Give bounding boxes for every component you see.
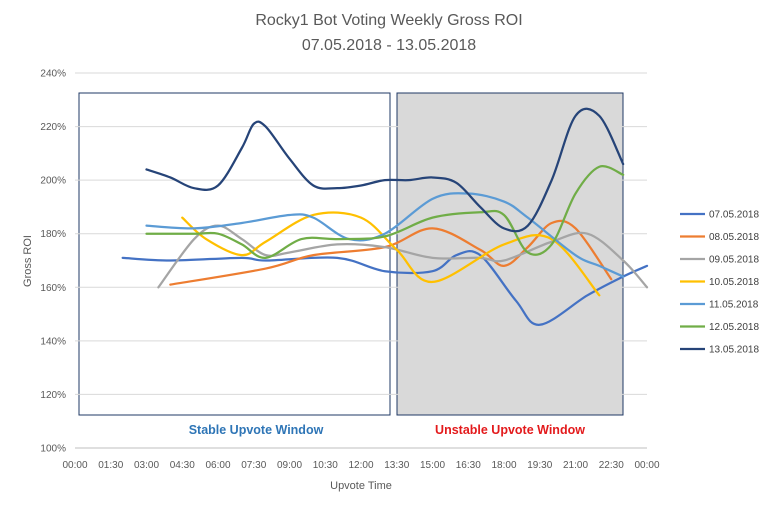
series-lines (121, 107, 649, 326)
x-tick-label: 00:00 (62, 460, 87, 471)
legend-item: 11.05.2018 (680, 300, 759, 311)
series-line-11.05.2018 (145, 192, 625, 278)
series-line-09.05.2018 (157, 224, 649, 289)
legend-label: 13.05.2018 (709, 345, 759, 356)
window-label-unstable: Unstable Upvote Window (435, 423, 585, 437)
legend-item: 12.05.2018 (680, 322, 759, 333)
legend-label: 08.05.2018 (709, 232, 759, 243)
x-tick-label: 01:30 (98, 460, 123, 471)
x-axis-title: Upvote Time (330, 480, 392, 492)
window-box-unstable (396, 92, 624, 416)
x-tick-label: 03:00 (134, 460, 159, 471)
window-label-stable: Stable Upvote Window (189, 423, 324, 437)
series-line-07.05.2018 (121, 249, 649, 326)
x-tick-label: 12:00 (348, 460, 373, 471)
window-box-stable (78, 92, 391, 416)
legend-item: 07.05.2018 (680, 210, 759, 221)
y-tick-label: 120% (40, 390, 66, 401)
y-tick-label: 200% (40, 176, 66, 187)
x-tick-label: 13:30 (384, 460, 409, 471)
x-tick-label: 21:00 (563, 460, 588, 471)
legend-label: 09.05.2018 (709, 255, 759, 266)
series-line-10.05.2018 (181, 211, 601, 297)
y-tick-label: 180% (40, 229, 66, 240)
x-tick-labels: 00:00 01:30 03:00 04:30 06:00 07:30 09:00 10:30… (62, 460, 659, 471)
legend-item: 10.05.2018 (680, 277, 759, 288)
legend-label: 11.05.2018 (709, 300, 759, 311)
legend-item: 13.05.2018 (680, 345, 759, 356)
x-tick-label: 22:30 (599, 460, 624, 471)
y-tick-label: 160% (40, 283, 66, 294)
y-tick-label: 140% (40, 336, 66, 347)
x-tick-label: 06:00 (205, 460, 230, 471)
legend-label: 10.05.2018 (709, 277, 759, 288)
x-tick-label: 19:30 (527, 460, 552, 471)
legend-item: 09.05.2018 (680, 255, 759, 266)
y-tick-label: 100% (40, 444, 66, 455)
chart-subtitle: 07.05.2018 - 13.05.2018 (302, 37, 476, 54)
chart-title: Rocky1 Bot Voting Weekly Gross ROI (255, 12, 522, 29)
legend-item: 08.05.2018 (680, 232, 759, 243)
y-axis-title: Gross ROI (22, 235, 34, 287)
y-tick-label: 220% (40, 122, 66, 133)
legend-label: 12.05.2018 (709, 322, 759, 333)
annotation-boxes (78, 92, 624, 416)
legend: 07.05.2018 08.05.2018 09.05.2018 10.05.2018… (680, 210, 759, 356)
x-tick-label: 15:00 (420, 460, 445, 471)
x-tick-label: 18:00 (491, 460, 516, 471)
x-tick-label: 07:30 (241, 460, 266, 471)
x-tick-label: 04:30 (170, 460, 195, 471)
x-tick-label: 09:00 (277, 460, 302, 471)
x-tick-label: 10:30 (313, 460, 338, 471)
y-tick-label: 240% (40, 69, 66, 80)
series-line-12.05.2018 (145, 165, 625, 259)
y-tick-labels: 100% 120% 140% 160% 180% 200% 220% 240% (40, 69, 66, 455)
legend-label: 07.05.2018 (709, 210, 759, 221)
x-tick-label: 16:30 (456, 460, 481, 471)
series-line-13.05.2018 (145, 107, 625, 233)
series-line-08.05.2018 (169, 219, 613, 286)
x-tick-label: 00:00 (634, 460, 659, 471)
